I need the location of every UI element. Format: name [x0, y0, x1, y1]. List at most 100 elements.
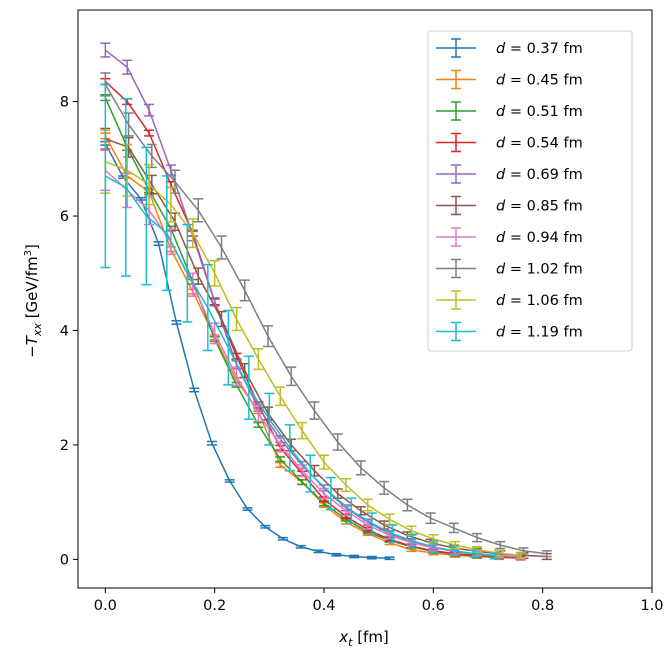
error-bar	[260, 524, 271, 529]
series-1.02	[100, 72, 552, 558]
error-bar	[402, 498, 413, 512]
error-bar	[425, 512, 436, 525]
series-1.19	[100, 83, 500, 560]
legend-entry: d = 0.51 fm	[436, 101, 583, 121]
error-bar	[286, 366, 297, 387]
x-tick-label: 0.6	[422, 598, 445, 614]
error-bar	[239, 362, 250, 379]
y-tick-label: 2	[60, 438, 69, 454]
error-bar	[209, 322, 220, 345]
error-bar	[275, 386, 286, 407]
error-bar	[275, 456, 286, 463]
error-bar	[100, 42, 111, 58]
error-bar	[171, 319, 182, 325]
error-bar	[428, 540, 439, 554]
error-bar	[239, 279, 250, 302]
error-bar	[387, 524, 398, 543]
error-bar	[209, 259, 220, 287]
error-bar	[384, 556, 395, 561]
error-bar	[346, 497, 357, 525]
error-bar	[189, 387, 200, 393]
error-bar	[223, 309, 234, 386]
legend-frame	[427, 30, 633, 352]
error-bar	[193, 267, 204, 285]
error-bar	[469, 549, 480, 558]
legend-label: d = 1.19 fm	[496, 325, 583, 341]
error-bar	[384, 513, 395, 526]
legend-entry: d = 0.94 fm	[436, 227, 583, 247]
error-bar	[332, 433, 343, 451]
error-bar	[161, 175, 172, 292]
error-bar	[253, 348, 264, 371]
error-bar	[122, 59, 133, 75]
error-bar	[450, 540, 461, 550]
error-bar	[297, 479, 308, 486]
error-bar	[366, 555, 377, 560]
x-tick-label: 0.4	[312, 598, 335, 614]
error-bar	[295, 544, 306, 549]
legend-label: d = 0.85 fm	[496, 199, 583, 215]
series-layer	[100, 42, 552, 561]
error-bar	[489, 552, 500, 560]
error-bar	[309, 464, 320, 477]
error-bar	[123, 112, 134, 137]
error-bar	[305, 454, 316, 493]
error-bar	[182, 223, 193, 323]
series-line	[105, 161, 521, 557]
legend-label: d = 0.45 fm	[496, 73, 583, 89]
error-bar	[253, 421, 264, 428]
error-bar	[448, 545, 459, 557]
error-bar	[120, 97, 131, 277]
legend-entry: d = 0.85 fm	[436, 195, 583, 216]
error-bar	[355, 460, 366, 476]
error-bar	[216, 235, 227, 260]
legend-label: d = 0.54 fm	[496, 136, 583, 152]
y-tick-label: 4	[60, 323, 69, 339]
error-bar	[297, 464, 308, 478]
error-bar	[379, 480, 390, 495]
legend-entry: d = 1.19 fm	[436, 321, 583, 342]
series-line	[104, 142, 390, 559]
series-line	[104, 84, 547, 555]
error-bar	[309, 401, 320, 420]
error-bar	[297, 421, 308, 440]
legend-label: d = 1.02 fm	[496, 262, 583, 278]
error-bar	[224, 479, 235, 483]
error-bar	[100, 83, 111, 269]
error-bar	[122, 97, 133, 106]
x-tick-label: 0.8	[531, 598, 554, 614]
error-bar	[193, 198, 204, 223]
error-bar	[541, 550, 552, 558]
error-bar	[243, 355, 254, 420]
error-bar	[349, 554, 360, 559]
error-bar	[278, 536, 288, 541]
x-axis-title: xt [fm]	[338, 628, 389, 649]
x-tick-label: 0.0	[94, 598, 117, 614]
error-bar	[206, 440, 217, 446]
error-bar	[153, 241, 164, 246]
legend-entry: d = 1.02 fm	[436, 258, 583, 279]
x-axis: 0.0 0.2 0.4 0.6 0.8 1.0	[94, 588, 664, 614]
error-bar	[407, 533, 418, 549]
legend-label: d = 1.06 fm	[496, 293, 583, 309]
y-axis: 0 2 4 6 8	[60, 95, 78, 568]
legend-entry: d = 0.54 fm	[436, 132, 583, 153]
error-bar	[332, 488, 343, 499]
error-bar	[515, 551, 526, 559]
y-tick-label: 0	[60, 552, 69, 568]
y-axis-title: −Txx [GeV/fm3]	[23, 244, 44, 358]
error-bar	[165, 186, 176, 223]
error-bar	[141, 146, 152, 286]
error-bar	[319, 487, 329, 500]
series-0.37	[100, 140, 395, 561]
error-bar	[264, 392, 275, 446]
error-bar	[144, 129, 155, 137]
error-bar	[495, 540, 506, 550]
plot-frame	[77, 9, 653, 589]
error-bar	[284, 424, 295, 472]
error-bar	[122, 143, 133, 197]
legend-label: d = 0.69 fm	[496, 167, 583, 183]
x-tick-label: 1.0	[640, 598, 663, 614]
y-tick-label: 6	[60, 209, 69, 225]
